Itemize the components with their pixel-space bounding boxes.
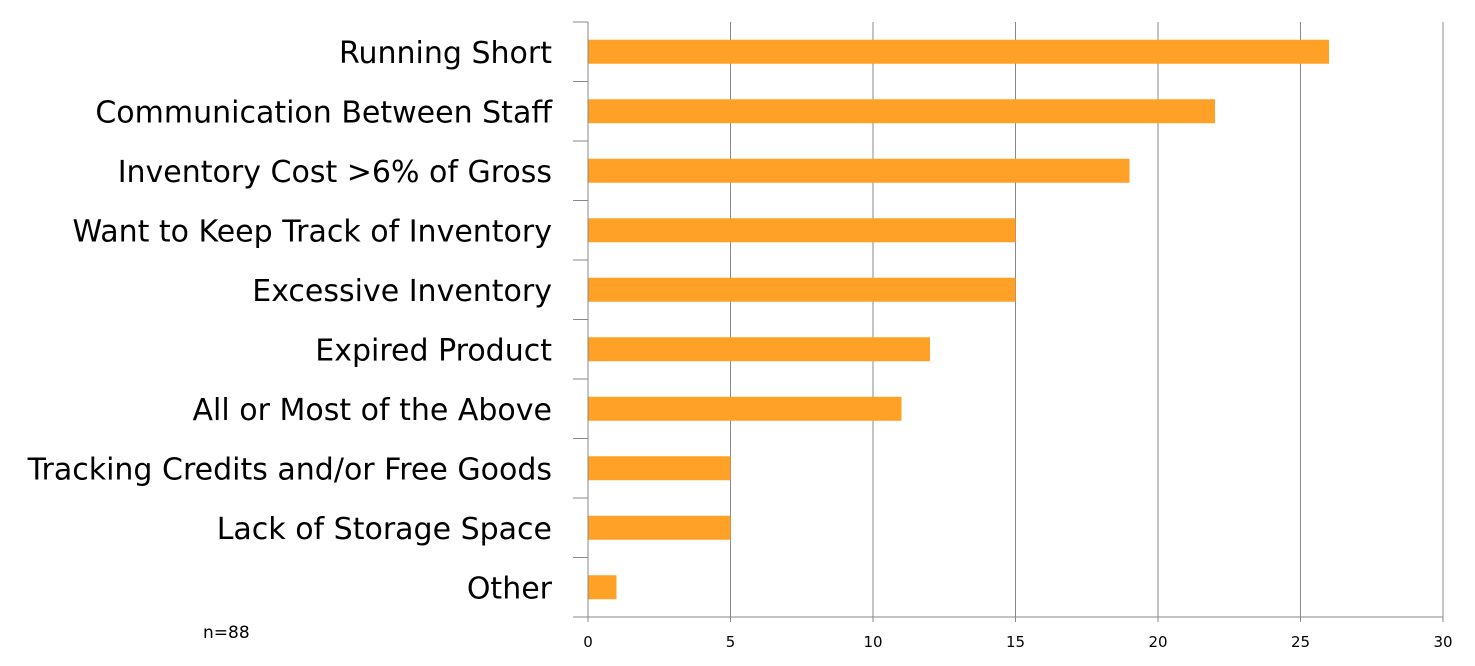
bar-1 <box>588 39 1329 64</box>
bar-10 <box>588 575 617 600</box>
category-label: Excessive Inventory <box>252 274 552 309</box>
bar-3 <box>588 158 1130 183</box>
category-label: Want to Keep Track of Inventory <box>72 214 552 249</box>
category-label: Expired Product <box>315 333 552 368</box>
x-tick-label: 5 <box>726 633 736 651</box>
bar-2 <box>588 99 1215 124</box>
x-tick-label: 15 <box>1006 633 1025 651</box>
bars <box>588 39 1329 600</box>
x-tick-label: 10 <box>863 633 882 651</box>
x-tick-label: 20 <box>1148 633 1167 651</box>
category-label: Running Short <box>339 36 552 71</box>
tick-labels: 0 5 10 15 20 25 30 <box>583 633 1452 651</box>
x-tick-label: 30 <box>1433 633 1452 651</box>
category-label: Other <box>467 571 553 606</box>
bar-5 <box>588 277 1016 302</box>
category-label: Tracking Credits and/or Free Goods <box>27 452 552 487</box>
x-tick-label: 0 <box>583 633 593 651</box>
category-label: Inventory Cost >6% of Gross <box>118 155 552 190</box>
bar-7 <box>588 396 902 421</box>
bar-4 <box>588 218 1016 243</box>
bar-9 <box>588 515 731 540</box>
sample-size-note: n=88 <box>203 623 250 643</box>
category-label: Lack of Storage Space <box>217 512 552 547</box>
category-label: All or Most of the Above <box>193 393 552 428</box>
bar-6 <box>588 337 930 362</box>
bar-8 <box>588 456 731 481</box>
category-label: Communication Between Staff <box>95 95 553 130</box>
axes <box>573 21 1443 618</box>
category-labels: Running Short Communication Between Staff… <box>27 36 554 607</box>
x-tick-label: 25 <box>1291 633 1310 651</box>
